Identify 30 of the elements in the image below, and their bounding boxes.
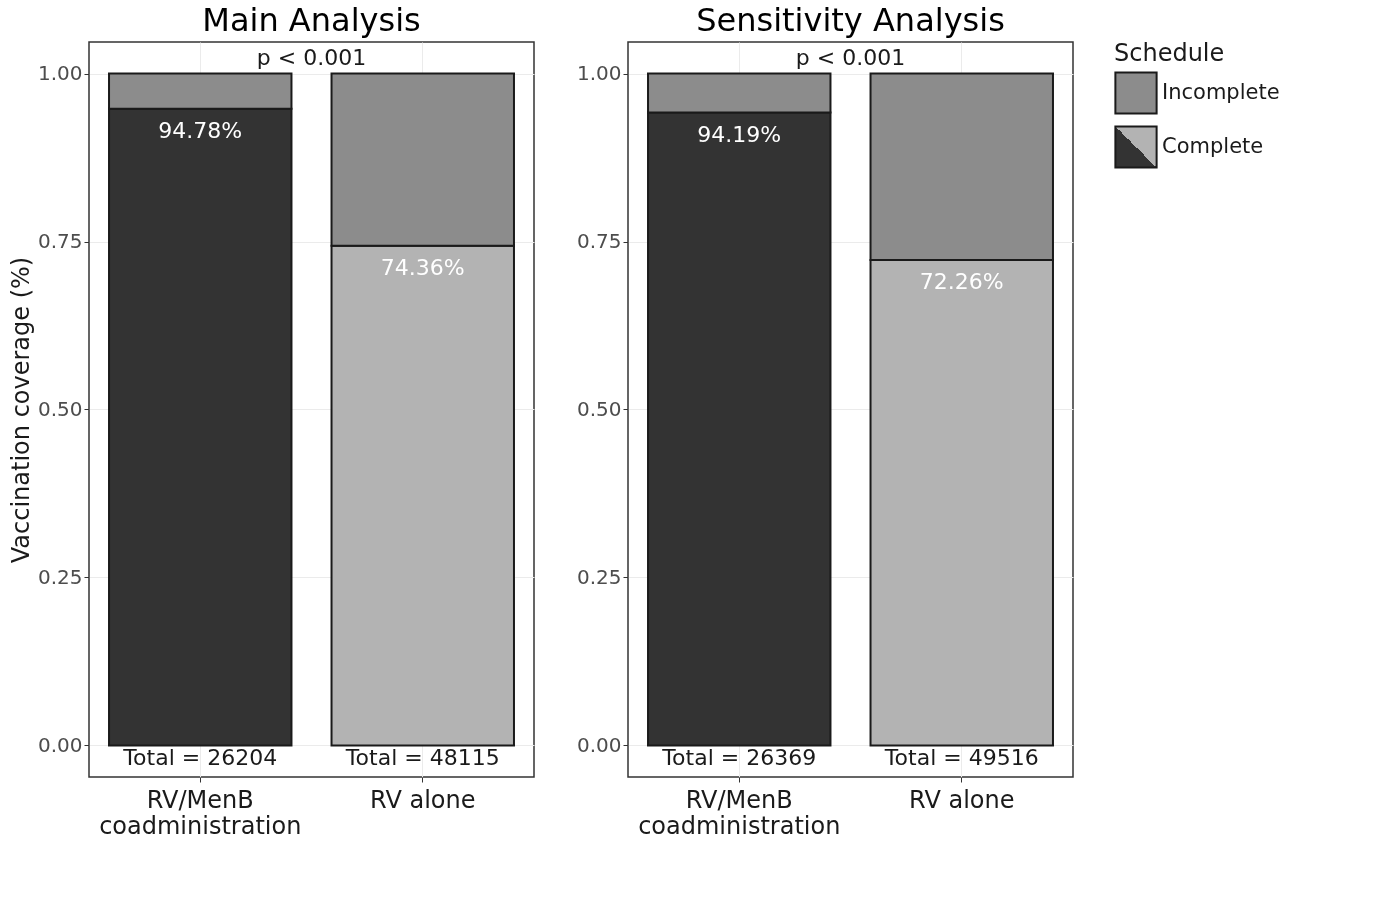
annotation: Total = 49516 — [883, 745, 1039, 771]
y-tick-label: 0.00 — [37, 732, 83, 757]
x-tick-label: RV alone — [909, 785, 1015, 814]
legend-title: Schedule — [1114, 39, 1225, 67]
x-tick-label: RV alone — [370, 785, 476, 814]
x-tick-label: RV/MenB coadministration — [99, 785, 302, 840]
legend-label: Incomplete — [1162, 80, 1280, 104]
annotation: Total = 26369 — [661, 745, 817, 771]
y-tick-label: 0.00 — [576, 732, 622, 757]
data-label: 72.26% — [919, 268, 1004, 294]
chart-title: Sensitivity Analysis — [696, 1, 1005, 39]
y-tick-label: 0.75 — [37, 229, 83, 254]
annotation: p < 0.001 — [795, 45, 906, 70]
annotation: p < 0.001 — [256, 45, 367, 70]
y-tick-label: 0.50 — [37, 397, 83, 421]
y-tick-label: 0.75 — [576, 229, 622, 254]
y-tick-label: 1.00 — [576, 61, 622, 86]
y-axis-title: Vaccination coverage (%) — [6, 256, 35, 564]
annotation: Total = 26204 — [122, 745, 278, 771]
y-tick-label: 0.25 — [576, 564, 622, 589]
data-label: 74.36% — [380, 254, 465, 280]
chart-title: Main Analysis — [202, 1, 421, 39]
y-tick-label: 0.50 — [576, 397, 622, 421]
data-label: 94.78% — [158, 117, 243, 143]
y-tick-label: 1.00 — [37, 61, 83, 86]
x-tick-label: RV/MenB coadministration — [638, 785, 841, 840]
legend-label: Complete — [1162, 134, 1264, 158]
annotation: Total = 48115 — [344, 745, 500, 771]
data-label: 94.19% — [697, 121, 782, 147]
y-tick-label: 0.25 — [37, 564, 83, 589]
